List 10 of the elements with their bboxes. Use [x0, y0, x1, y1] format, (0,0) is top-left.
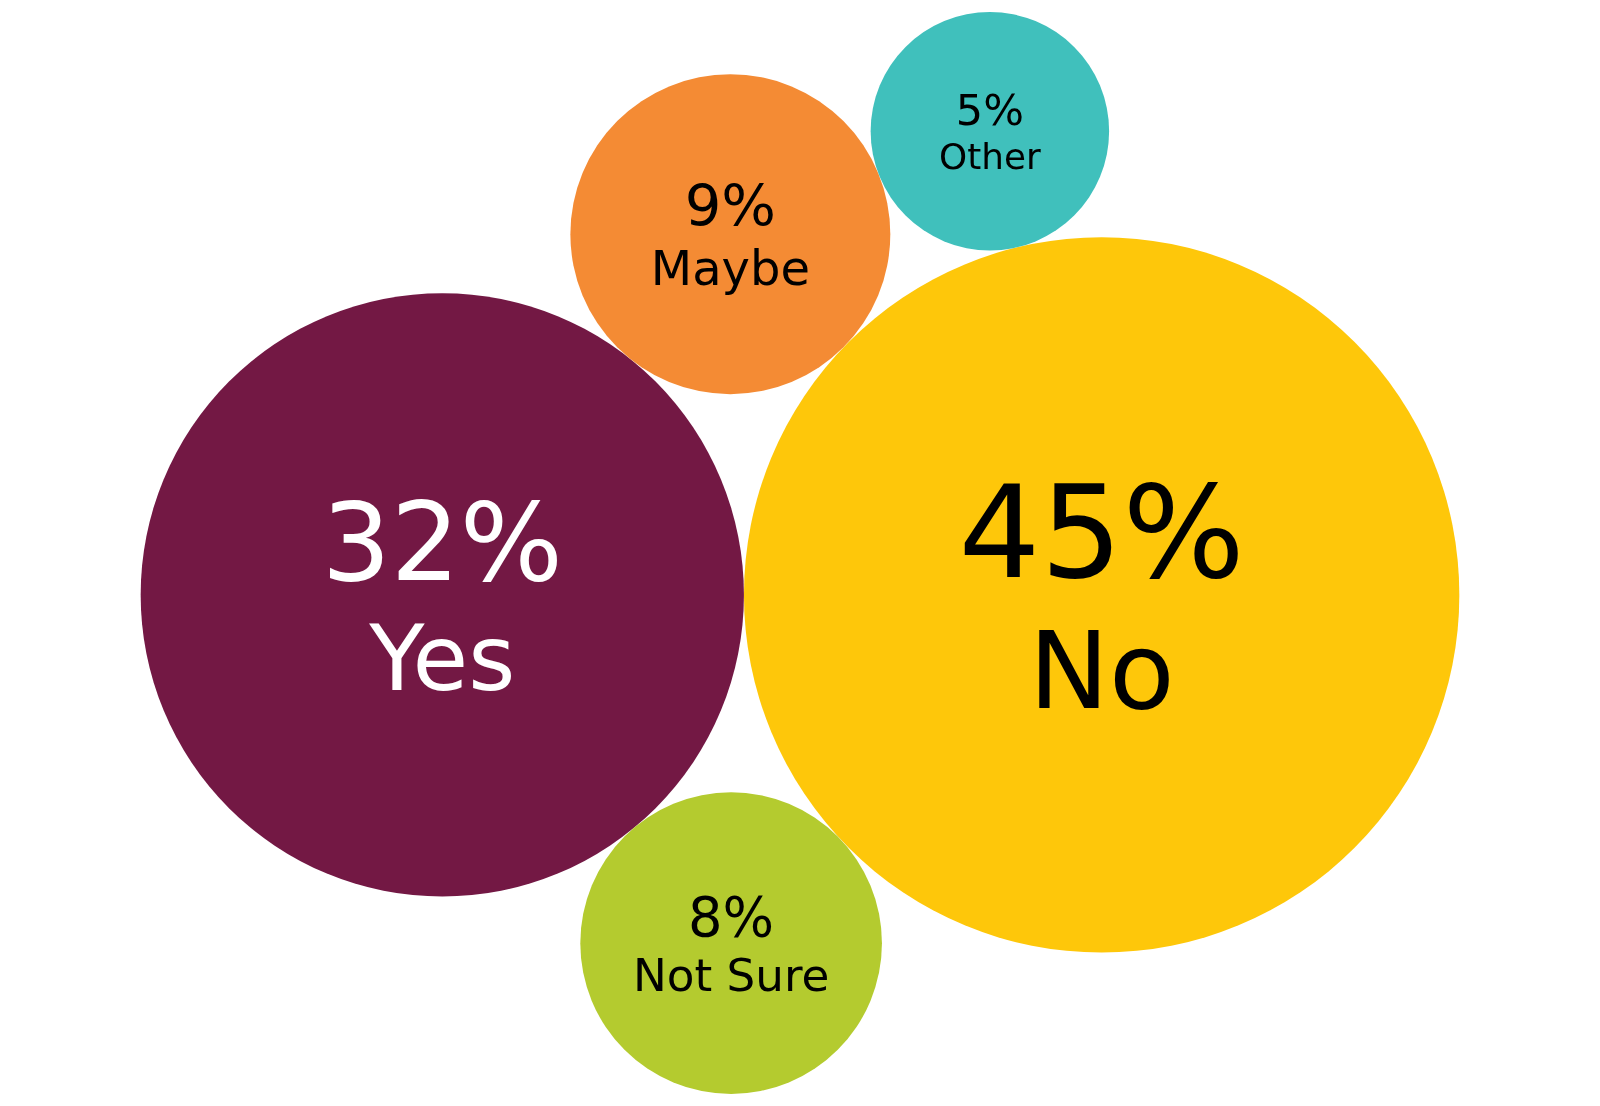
category-label: Not Sure	[632, 948, 830, 1002]
category-label: No	[1028, 607, 1175, 733]
category-label: Maybe	[650, 239, 810, 296]
data-label: 45%	[958, 457, 1245, 607]
data-label: 9%	[684, 173, 777, 241]
data-label: 5%	[955, 85, 1024, 136]
category-label: Yes	[368, 605, 516, 711]
category-label: Other	[939, 135, 1041, 177]
data-label: 8%	[688, 885, 775, 949]
data-label: 32%	[321, 478, 563, 606]
